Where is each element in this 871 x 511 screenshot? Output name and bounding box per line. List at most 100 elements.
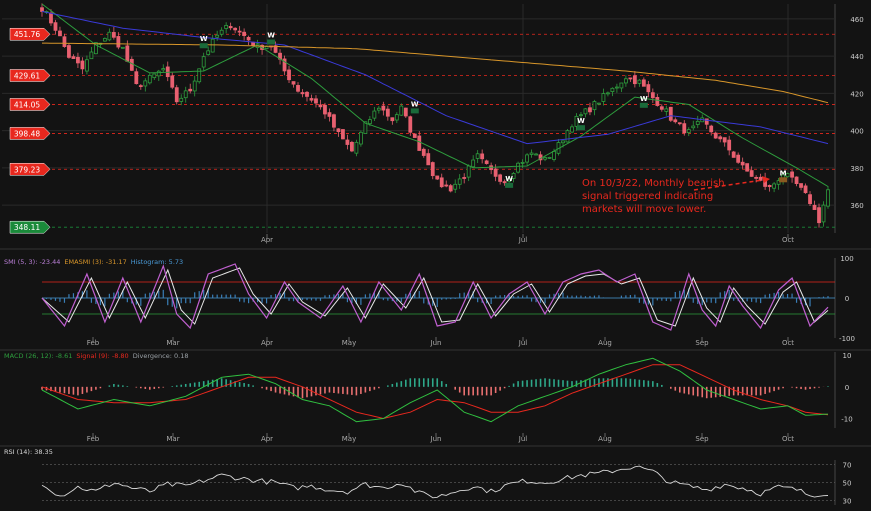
candle-body <box>767 185 772 188</box>
macd-tick-label: 10 <box>843 352 852 360</box>
x-tick-label: Apr <box>261 236 273 244</box>
macd-tick-label: -10 <box>841 416 852 424</box>
candle-body <box>601 93 606 102</box>
candle-body <box>637 79 642 84</box>
x-tick-label: Oct <box>782 339 794 347</box>
level-tag: 429.61 <box>9 69 51 82</box>
level-tag-label: 429.61 <box>14 71 40 80</box>
candle-body <box>296 85 300 92</box>
candle-body <box>799 183 803 188</box>
candle-body <box>704 118 709 125</box>
candle-body <box>650 92 655 99</box>
candle-body <box>664 108 669 112</box>
candle-body <box>691 125 696 129</box>
macd-legend: MACD (26, 12): -8.61 Signal (9): -8.80 Div… <box>4 352 188 360</box>
candle-body <box>300 92 305 95</box>
candle-body <box>448 185 453 192</box>
candle-body <box>116 36 121 48</box>
candle-body <box>426 153 431 166</box>
candle-body <box>453 183 458 190</box>
signal-line <box>41 364 829 420</box>
candle-body <box>561 140 565 144</box>
candle-body <box>210 38 215 53</box>
candle-body <box>40 7 44 12</box>
candle-body <box>821 204 826 223</box>
x-tick-label: Apr <box>261 435 273 443</box>
signal-badge <box>505 182 514 188</box>
candle-body <box>152 73 157 79</box>
candle-body <box>188 88 193 92</box>
candle-body <box>367 119 372 125</box>
x-tick-label: May <box>342 435 356 443</box>
candle-body <box>102 38 107 42</box>
candle-body <box>201 56 206 68</box>
candle-body <box>457 178 462 185</box>
candle-body <box>129 58 134 71</box>
candle-body <box>619 82 624 89</box>
candle-body <box>237 30 242 33</box>
candle-body <box>107 31 112 41</box>
candle-body <box>754 176 759 179</box>
level-tag-box <box>9 163 51 176</box>
candle-body <box>156 70 161 77</box>
smi-legend: SMI (5, 3): -23.44 EMASMI (3): -31.17 Hist… <box>4 258 183 266</box>
candle-body <box>394 114 399 121</box>
candle-body <box>161 68 166 71</box>
candle-body <box>403 107 408 117</box>
signal-badge <box>576 125 585 131</box>
price-tick-label: 420 <box>850 90 863 98</box>
macd-legend-item: Signal (9): -8.80 <box>76 352 128 360</box>
candle-body <box>493 168 498 177</box>
candle-body <box>93 42 98 55</box>
x-tick-label: Jul <box>518 435 528 443</box>
level-tag-label: 414.05 <box>14 100 40 109</box>
price-tick-label: 360 <box>850 202 863 210</box>
candle-body <box>179 97 184 102</box>
candle-body <box>80 60 85 70</box>
candle-body <box>565 130 570 143</box>
candle-body <box>421 148 426 156</box>
macd-panel: -10 0 10 MACD (26, 12): -8.61 Signal (9): -8… <box>0 352 871 447</box>
candle-body <box>439 177 444 188</box>
smi-panel: -100 0 100 SMI (5, 3): -23.44 EMASMI (3): -3… <box>0 255 871 351</box>
signal-marker: W <box>505 175 513 183</box>
level-tag-label: 379.23 <box>14 165 40 174</box>
level-tag-label: 451.76 <box>14 30 40 39</box>
rsi-panel: 30 50 70 RSI (14): 38.35 <box>4 448 851 506</box>
candle-body <box>264 46 269 49</box>
candle-body <box>89 51 94 60</box>
x-tick-label: Jul <box>518 339 528 347</box>
candle-body <box>120 46 125 49</box>
candle-body <box>740 161 745 166</box>
level-tag: 379.23 <box>9 163 51 176</box>
candle-body <box>354 141 359 154</box>
x-tick-label: Mar <box>166 435 179 443</box>
candle-body <box>574 115 579 127</box>
candle-body <box>381 105 386 111</box>
level-tag-box <box>9 27 51 41</box>
candle-body <box>803 185 808 194</box>
candle-body <box>444 184 449 187</box>
candle-body <box>722 137 727 143</box>
candle-body <box>125 45 130 62</box>
price-tick-label: 440 <box>850 53 863 61</box>
candle-body <box>282 58 287 72</box>
smi-legend-item: Histogram: 5.73 <box>131 258 183 266</box>
candle-body <box>592 101 597 111</box>
candle-body <box>817 207 821 224</box>
candle-body <box>552 150 556 160</box>
candle-body <box>758 176 763 181</box>
candle-body <box>309 98 314 101</box>
candle-body <box>314 98 318 104</box>
x-tick-label: Aug <box>598 435 612 443</box>
candle-body <box>138 85 143 87</box>
x-tick-label: Oct <box>782 435 794 443</box>
candle-body <box>192 80 197 92</box>
macd-line <box>41 357 829 423</box>
candle-body <box>462 177 467 179</box>
candle-body <box>466 165 471 178</box>
candle-body <box>736 154 741 163</box>
candle-body <box>579 114 583 117</box>
price-tick-label: 400 <box>850 128 863 136</box>
